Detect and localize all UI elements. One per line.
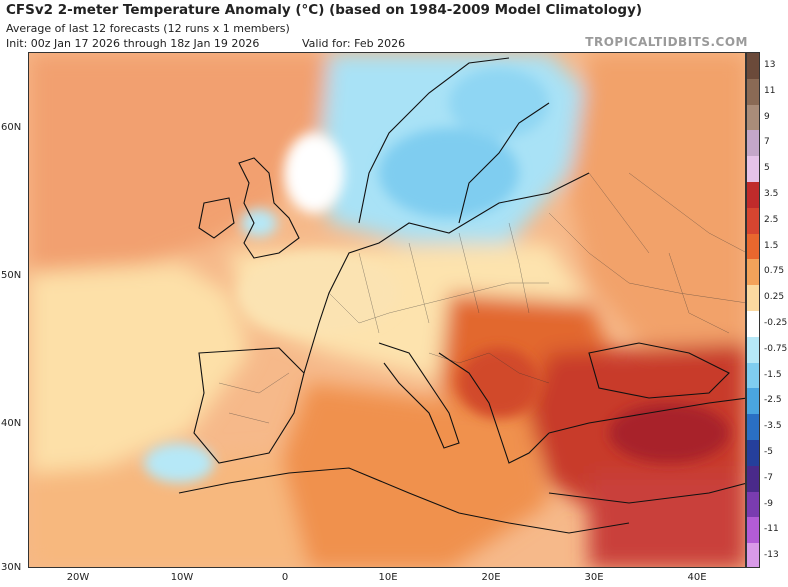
colorbar-swatch [747, 233, 759, 260]
lon-label: 0 [281, 572, 289, 583]
colorbar-label: -11 [764, 524, 779, 535]
lon-label: 20W [66, 572, 90, 583]
valid-time: Valid for: Feb 2026 [302, 37, 406, 50]
colorbar-label: 2.5 [764, 214, 779, 225]
anomaly-france-neutral [239, 253, 399, 333]
colorbar-label: 5 [764, 163, 770, 174]
colorbar-swatch [747, 439, 759, 466]
lat-label: 50N [1, 270, 22, 281]
colorbar-label: -0.75 [764, 343, 788, 354]
colorbar-swatch [747, 78, 759, 105]
anomaly-balkan-core [459, 348, 539, 418]
colorbar-swatch [747, 362, 759, 389]
anomaly-east [569, 53, 745, 353]
colorbar-label: -1.5 [764, 369, 782, 380]
colorbar-swatch [747, 207, 759, 234]
brand-watermark: TROPICALTIDBITS.COM [585, 35, 748, 49]
colorbar-swatch [747, 130, 759, 157]
lat-label: 40N [1, 418, 22, 429]
colorbar-swatch [747, 336, 759, 363]
colorbar-swatch [747, 259, 759, 286]
anomaly-atlantic-cold [144, 443, 214, 483]
colorbar-label: -9 [764, 498, 773, 509]
anomaly-map [28, 52, 746, 568]
colorbar-swatch [747, 465, 759, 492]
colorbar-swatch [747, 517, 759, 544]
coast-balkans [438, 352, 550, 464]
lon-label: 10W [170, 572, 194, 583]
lat-label: 30N [1, 562, 22, 573]
anomaly-finland-cold [449, 68, 549, 138]
anomaly-baltic-cold [379, 128, 519, 218]
coastlines [178, 57, 745, 534]
colorbar-label: 1.5 [764, 240, 779, 251]
colorbar-swatch [747, 414, 759, 440]
anomaly-mediterranean [269, 383, 549, 567]
colorbar-label: 0.25 [764, 292, 785, 303]
map-subtitle: Average of last 12 forecasts (12 runs x … [6, 22, 290, 35]
colorbar-swatch [747, 543, 759, 567]
colorbar-label: -13 [764, 550, 779, 561]
colorbar-label: -5 [764, 446, 773, 457]
coast-ireland [198, 197, 235, 239]
lat-label: 60N [1, 122, 22, 133]
colorbar-label: 7 [764, 137, 770, 148]
colorbar-label: 3.5 [764, 188, 779, 199]
borders [218, 172, 745, 424]
coast-north-africa [178, 467, 630, 534]
anomaly-levant [589, 473, 745, 567]
lon-label: 30E [584, 572, 604, 583]
colorbar-label: -7 [764, 472, 773, 483]
anomaly-west-atlantic [29, 263, 249, 473]
colorbar-swatch [747, 310, 759, 337]
colorbar-swatch [747, 156, 759, 182]
colorbar-label: 9 [764, 111, 770, 122]
coast-black-sea [588, 342, 730, 399]
colorbar-label: -0.25 [764, 317, 788, 328]
coast-turkey [548, 397, 745, 504]
map-title: CFSv2 2-meter Temperature Anomaly (°C) (… [6, 2, 643, 18]
colorbar-label: -2.5 [764, 395, 782, 406]
colorbar-swatch [747, 491, 759, 518]
colorbar [746, 52, 760, 568]
coast-britain [238, 157, 300, 259]
colorbar-swatch [747, 104, 759, 131]
anomaly-turkey-core [609, 403, 729, 463]
colorbar-swatch [747, 388, 759, 415]
colorbar-label: -3.5 [764, 421, 782, 432]
anomaly-north-atlantic [29, 53, 339, 303]
colorbar-label: 13 [764, 59, 776, 70]
colorbar-swatch [747, 285, 759, 311]
colorbar-label: 11 [764, 85, 776, 96]
anomaly-uk-cold [241, 209, 277, 237]
colorbar-label: 0.75 [764, 266, 785, 277]
colorbar-swatch [747, 181, 759, 208]
coast-europe-north [303, 172, 590, 374]
coast-scandinavia [358, 57, 550, 224]
coast-iberia [193, 347, 305, 464]
coast-italy [378, 342, 460, 449]
anomaly-near-zero [284, 133, 344, 213]
init-time: Init: 00z Jan 17 2026 through 18z Jan 19… [6, 37, 260, 50]
lon-label: 10E [378, 572, 398, 583]
lon-label: 20E [481, 572, 501, 583]
lon-label: 40E [687, 572, 707, 583]
colorbar-swatch [747, 53, 759, 79]
